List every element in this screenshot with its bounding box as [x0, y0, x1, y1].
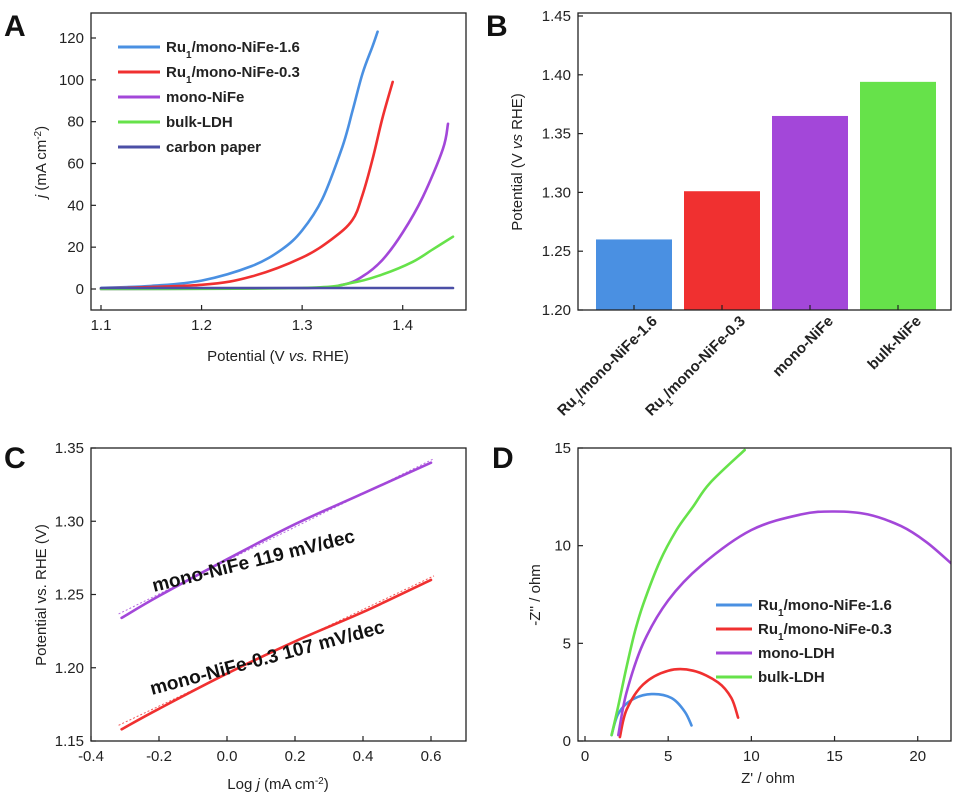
panel-c-ytick-label-0: 1.15: [55, 733, 84, 750]
panel-b: 1.20 1.25 1.30 1.35 1.40 1.45 B Potential (V vs…: [486, 8, 952, 423]
panel-b-ytick-label-2: 1.30: [542, 184, 571, 201]
panel-b-ytick-label-3: 1.35: [542, 126, 571, 143]
panel-c-ytick-label-3: 1.30: [55, 513, 84, 530]
panel-c-series-0: [120, 461, 433, 620]
panel-d-ytick-label-3: 15: [554, 440, 571, 457]
panel-c-ytick-label-1: 1.20: [55, 660, 84, 677]
panel-c-xtick-label-1: -0.2: [146, 748, 172, 765]
panel-a-ytick-label-5: 100: [59, 72, 84, 89]
panel-d-label: D: [492, 442, 514, 475]
panel-c-annotation-1: mono-NiFe-0.3 107 mV/dec: [148, 617, 387, 700]
panel-d-xtick-label-3: 15: [826, 748, 843, 765]
panel-a-xtick-label-0: 1.1: [91, 317, 112, 334]
panel-a-series-0: [99, 30, 379, 290]
panel-b-category-label-2: mono-NiFe: [769, 313, 836, 380]
panel-a-ylabel: j (mA cm-2): [33, 126, 51, 200]
panel-c-ytick-label-4: 1.35: [55, 440, 84, 457]
panel-d-xtick-label-4: 20: [909, 748, 926, 765]
panel-b-bar-3: [860, 81, 936, 310]
panel-b-bar-2: [772, 115, 848, 311]
panel-a-legend-label-0: Ru1/mono-NiFe-1.6: [166, 39, 300, 61]
panel-a: 1.1 1.2 1.3 1.4 0 20 40 60 80 100 120 Aj (mA cm-2) P…: [4, 10, 467, 365]
panel-d-frame: [577, 447, 952, 742]
panel-c-xlabel: Log j (mA cm-2): [227, 776, 328, 794]
panel-a-legend-label-3: bulk-LDH: [166, 114, 233, 131]
panel-c-xtick-label-2: 0.0: [217, 748, 238, 765]
panel-c-series-1: [120, 578, 433, 731]
panel-d-series-3: [610, 448, 746, 737]
panel-b-ytick-label-5: 1.45: [542, 8, 571, 25]
panel-d-ylabel: -Z'' / ohm: [527, 564, 544, 626]
panel-d-xtick-label-0: 0: [581, 748, 589, 765]
panel-a-ytick-label-2: 40: [67, 197, 84, 214]
panel-a-xlabel: Potential (V vs. RHE): [207, 348, 349, 365]
panel-d: 0 5 10 15 20 0 5 10 15 D -Z'' / ohm Z' / ohm Ru1/mon…: [492, 440, 952, 787]
panel-a-ytick-label-6: 120: [59, 30, 84, 47]
panel-d-ytick-label-2: 10: [554, 538, 571, 555]
panel-c-fit-line-0: [118, 458, 435, 615]
panel-a-series-3: [99, 235, 455, 291]
panel-d-plot-area: [610, 448, 951, 739]
panel-c-ylabel: Potential vs. RHE (V): [33, 524, 50, 666]
panel-d-xtick-label-1: 5: [664, 748, 672, 765]
panel-c-xtick-label-0: -0.4: [78, 748, 104, 765]
panel-a-legend-label-1: Ru1/mono-NiFe-0.3: [166, 64, 300, 86]
panel-b-bar-1: [684, 191, 760, 310]
panel-a-frame: [90, 12, 467, 311]
panel-d-xtick-label-2: 10: [743, 748, 760, 765]
panel-c-annotation-0: mono-NiFe 119 mV/dec: [150, 526, 357, 597]
panel-b-category-label-3: bulk-NiFe: [864, 313, 924, 373]
panel-b-ylabel: Potential (V vs RHE): [509, 93, 526, 231]
panel-d-legend-label-1: Ru1/mono-NiFe-0.3: [758, 621, 892, 643]
panel-d-ytick-label-0: 0: [563, 733, 571, 750]
panel-d-series-0: [610, 692, 693, 737]
panel-b-category-label-1: Ru1/mono-NiFe-0.3: [642, 313, 752, 423]
panel-d-series-2: [617, 510, 951, 737]
panel-a-series-1: [99, 80, 394, 290]
panel-b-ytick-label-1: 1.25: [542, 243, 571, 260]
panel-a-ytick-label-0: 0: [76, 281, 84, 298]
panel-b-ytick-label-0: 1.20: [542, 302, 571, 319]
panel-c-xtick-label-4: 0.4: [353, 748, 374, 765]
panel-c-frame: [90, 447, 467, 742]
panel-d-xlabel: Z' / ohm: [741, 770, 795, 787]
panel-b-bar-0: [596, 239, 672, 310]
panel-a-ytick-label-4: 80: [67, 114, 84, 131]
panel-a-ytick-label-3: 60: [67, 156, 84, 173]
panel-a-ytick-label-1: 20: [67, 239, 84, 256]
panel-a-series-2: [99, 122, 450, 291]
panel-c-label: C: [4, 442, 26, 475]
panel-c-ytick-label-2: 1.25: [55, 587, 84, 604]
panel-a-xtick-label-3: 1.4: [392, 317, 413, 334]
panel-b-ytick-label-4: 1.40: [542, 67, 571, 84]
panel-b-frame: [577, 12, 952, 311]
panel-a-xtick-label-1: 1.2: [191, 317, 212, 334]
panel-c-xtick-label-3: 0.2: [285, 748, 306, 765]
panel-d-ytick-label-1: 5: [563, 635, 571, 652]
panel-c-xtick-label-5: 0.6: [421, 748, 442, 765]
panel-d-legend-label-0: Ru1/mono-NiFe-1.6: [758, 597, 892, 619]
panel-a-label: A: [4, 10, 26, 43]
panel-a-legend-label-4: carbon paper: [166, 139, 261, 156]
panel-a-xtick-label-2: 1.3: [292, 317, 313, 334]
panel-d-legend-label-3: bulk-LDH: [758, 669, 825, 686]
panel-d-legend-label-2: mono-LDH: [758, 645, 835, 662]
panel-b-label: B: [486, 10, 508, 43]
panel-d-series-1: [618, 667, 740, 739]
panel-c: -0.4 -0.2 0.0 0.2 0.4 0.6 1.15 1.20 1.25 1.30 1.35…: [4, 440, 467, 794]
panel-a-legend-label-2: mono-NiFe: [166, 89, 244, 106]
